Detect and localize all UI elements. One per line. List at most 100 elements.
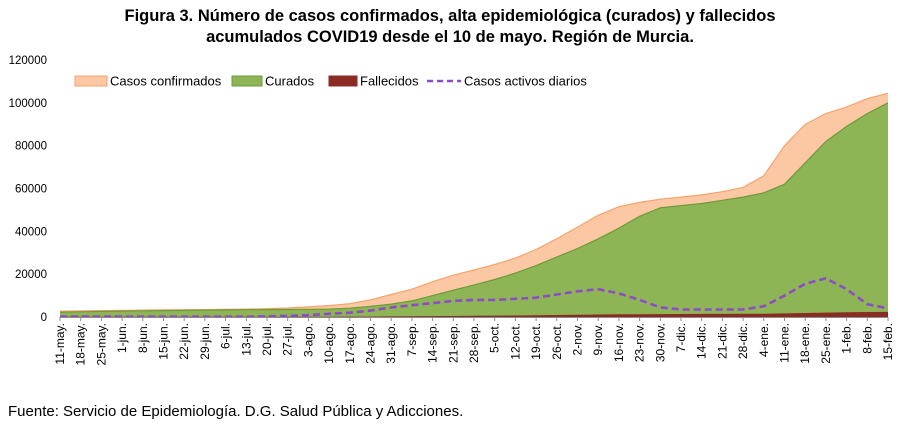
y-tick-label: 40000 [15,226,47,238]
point-casos-confirmados-18: Casos confirmados 14-sep.: 16500 [431,280,434,283]
x-tick-label: 5-oct. [488,323,502,353]
legend-swatch-casos-confirmados [74,75,108,87]
point-fallecidos-33: Fallecidos 28-dic.: 1500 [742,312,745,315]
point-casos-activos-diarios-29: Casos activos diarios 30-nov.: 4500 [659,306,662,309]
point-casos-activos-diarios-13: Casos activos diarios 10-ago.: 1500 [328,312,331,315]
point-casos-activos-diarios-17: Casos activos diarios 7-sep.: 5500 [410,304,413,307]
x-tick-label: 8-feb. [860,323,874,354]
point-casos-confirmados-19: Casos confirmados 21-sep.: 19500 [452,274,455,277]
point-curados-28: Curados 23-nov.: 47000 [638,215,641,218]
x-tick-label: 8-jun. [136,323,150,353]
point-casos-confirmados-34: Casos confirmados 4-ene.: 66000 [762,174,765,177]
x-tick-label: 10-ago. [322,323,336,364]
point-casos-activos-diarios-18: Casos activos diarios 14-sep.: 6500 [431,302,434,305]
x-tick-label: 2-nov. [571,323,585,355]
point-casos-activos-diarios-19: Casos activos diarios 21-sep.: 7500 [452,299,455,302]
point-casos-activos-diarios-33: Casos activos diarios 28-dic.: 3500 [742,308,745,311]
x-tick-label: 13-jul. [239,323,253,356]
point-fallecidos-23: Fallecidos 19-oct.: 820 [535,314,538,317]
point-casos-confirmados-32: Casos confirmados 21-dic.: 58500 [721,190,724,193]
point-fallecidos-32: Fallecidos 21-dic.: 1460 [721,312,724,315]
point-curados-24: Curados 26-oct.: 28000 [555,256,558,259]
x-tick-label: 25-may. [94,323,108,365]
point-curados-14: Curados 17-ago.: 4100 [348,307,351,310]
x-tick-label: 28-dic. [736,323,750,359]
x-tick-label: 20-jul. [260,323,274,356]
legend-label-casos-activos-diarios: Casos activos diarios [464,74,587,89]
point-casos-activos-diarios-14: Casos activos diarios 17-ago.: 2000 [348,311,351,314]
series-area-fallecidos [60,311,888,317]
point-casos-confirmados-20: Casos confirmados 28-sep.: 22000 [473,268,476,271]
point-curados-17: Curados 7-sep.: 7500 [410,299,413,302]
y-tick-label: 60000 [15,184,47,196]
x-tick-label: 28-sep. [467,323,481,363]
x-tick-label: 14-dic. [695,323,709,359]
point-casos-confirmados-37: Casos confirmados 25-ene.: 95000 [824,112,827,115]
legend-label-fallecidos: Fallecidos [360,74,419,89]
x-tick-label: 7-sep. [405,323,419,356]
y-tick-label: 20000 [15,269,47,281]
x-axis: 11-may. 18-may. 25-may. 1-jun. 8-jun. 15-jun.… [53,317,895,365]
x-tick-label: 31-ago. [384,323,398,364]
point-curados-25: Curados 2-nov.: 32000 [576,247,579,250]
point-casos-activos-diarios-34: Casos activos diarios 4-ene.: 5000 [762,305,765,308]
point-curados-7: Curados 29-jun.: 3200 [203,309,206,312]
point-casos-activos-diarios-28: Casos activos diarios 23-nov.: 8000 [638,298,641,301]
point-casos-activos-diarios-23: Casos activos diarios 19-oct.: 9000 [535,296,538,299]
point-casos-activos-diarios-11: Casos activos diarios 27-jul.: 500 [286,314,289,317]
point-curados-26: Curados 9-nov.: 36500 [597,237,600,240]
point-curados-31: Curados 14-dic.: 53000 [700,202,703,205]
x-tick-label: 16-nov. [612,323,626,362]
point-fallecidos-36: Fallecidos 18-ene.: 1860 [804,312,807,315]
point-casos-confirmados-30: Casos confirmados 7-dic.: 56000 [680,196,683,199]
point-fallecidos-34: Fallecidos 4-ene.: 1560 [762,312,765,315]
point-casos-confirmados-35: Casos confirmados 11-ene.: 80000 [783,144,786,147]
point-curados-4: Curados 8-jun.: 2900 [141,309,144,312]
point-curados-5: Curados 15-jun.: 3000 [162,309,165,312]
point-casos-activos-diarios-38: Casos activos diarios 1-feb.: 13000 [845,288,848,291]
point-casos-confirmados-33: Casos confirmados 28-dic.: 60500 [742,186,745,189]
legend-swatch-curados [231,75,263,87]
point-curados-23: Curados 19-oct.: 24000 [535,264,538,267]
x-tick-label: 21-sep. [446,323,460,363]
point-fallecidos-35: Fallecidos 11-ene.: 1680 [783,312,786,315]
point-fallecidos-25: Fallecidos 2-nov.: 1050 [576,313,579,316]
chart-canvas: Casos confirmados 11-may.: 2700Casos con… [9,55,895,365]
y-tick-label: 120000 [9,55,47,67]
point-casos-confirmados-24: Casos confirmados 26-oct.: 36500 [555,237,558,240]
point-casos-activos-diarios-31: Casos activos diarios 14-dic.: 3500 [700,308,703,311]
point-casos-confirmados-31: Casos confirmados 14-dic.: 57000 [700,193,703,196]
x-tick-label: 11-may. [53,323,67,365]
x-tick-label: 19-oct. [529,323,543,360]
point-casos-activos-diarios-40: Casos activos diarios 15-feb.: 4000 [887,307,890,310]
point-fallecidos-38: Fallecidos 1-feb.: 2200 [845,311,848,314]
point-casos-activos-diarios-22: Casos activos diarios 12-oct.: 8500 [514,297,517,300]
point-curados-9: Curados 13-jul.: 3400 [245,308,248,311]
x-tick-label: 18-may. [74,323,88,365]
x-tick-label: 7-dic. [674,323,688,352]
point-curados-37: Curados 25-ene.: 82000 [824,140,827,143]
point-curados-33: Curados 28-dic.: 56000 [742,196,745,199]
point-curados-40: Curados 15-feb.: 100000 [887,101,890,104]
point-casos-activos-diarios-35: Casos activos diarios 11-ene.: 10000 [783,294,786,297]
point-curados-18: Curados 14-sep.: 10000 [431,294,434,297]
legend-label-casos-confirmados: Casos confirmados [110,74,222,89]
point-casos-confirmados-39: Casos confirmados 8-feb.: 102000 [866,97,869,100]
point-casos-activos-diarios-36: Casos activos diarios 18-ene.: 15500 [804,282,807,285]
point-casos-confirmados-26: Casos confirmados 9-nov.: 47500 [597,214,600,217]
y-axis: 0 20000 40000 60000 80000 100000 120000 [9,55,47,324]
x-tick-label: 15-jun. [157,323,171,360]
x-tick-label: 1-jun. [115,323,129,353]
point-curados-8: Curados 6-jul.: 3300 [224,308,227,311]
point-curados-19: Curados 21-sep.: 12500 [452,289,455,292]
x-tick-label: 6-jul. [219,323,233,349]
point-casos-confirmados-40: Casos confirmados 15-feb.: 104500 [887,92,890,95]
point-fallecidos-39: Fallecidos 8-feb.: 2320 [866,311,869,314]
point-curados-11: Curados 27-jul.: 3500 [286,308,289,311]
point-curados-10: Curados 20-jul.: 3450 [266,308,269,311]
point-casos-confirmados-21: Casos confirmados 5-oct.: 24500 [493,263,496,266]
point-casos-activos-diarios-39: Casos activos diarios 8-feb.: 6000 [866,303,869,306]
x-tick-label: 1-feb. [840,323,854,354]
x-tick-label: 26-oct. [550,323,564,360]
point-curados-1: Curados 18-may.: 2450 [79,310,82,313]
